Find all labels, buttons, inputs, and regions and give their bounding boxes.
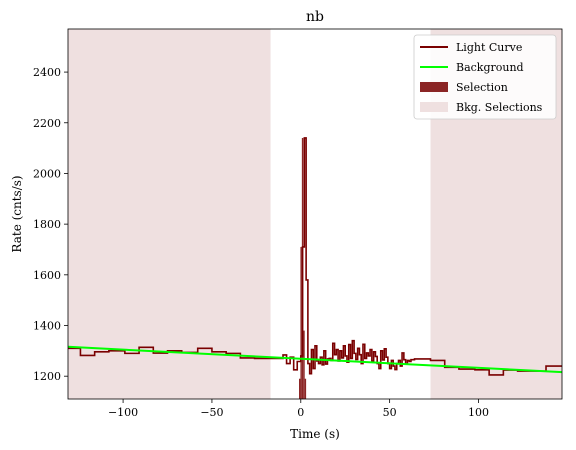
legend-swatch-selection (420, 82, 448, 92)
x-tick-label-1: −50 (200, 406, 223, 419)
x-axis-ticks: −100 −50 0 50 100 (108, 399, 489, 419)
chart-title: nb (306, 9, 324, 25)
y-tick-label-3: 1800 (33, 218, 61, 231)
selection-bar-0 (299, 378, 301, 399)
y-tick-label-6: 2400 (33, 66, 61, 79)
legend-box (413, 34, 557, 120)
y-axis-label: Rate (cnts/s) (10, 175, 24, 252)
x-tick-label-2: 0 (297, 406, 304, 419)
selection-bar-4 (304, 378, 307, 399)
legend-label-selection: Selection (456, 81, 508, 94)
x-tick-label-0: −100 (108, 406, 138, 419)
light-curve-line (68, 137, 562, 376)
selection-bar-1 (300, 246, 302, 399)
legend: Light Curve Background Selection Bkg. Selec… (413, 34, 557, 120)
background-line (67, 345, 563, 374)
y-tick-label-2: 1600 (33, 269, 61, 282)
y-tick-label-1: 1400 (33, 320, 61, 333)
legend-label-background: Background (456, 61, 524, 74)
plot-frame (67, 28, 563, 400)
light-curve-series (68, 137, 562, 376)
legend-label-bkg_selection: Bkg. Selections (456, 101, 543, 114)
y-axis-ticks: 1200 1400 1600 1800 2000 2200 2400 (33, 66, 68, 383)
background-series (67, 345, 563, 374)
bkg-selection-region-0 (68, 29, 271, 399)
y-tick-label-0: 1200 (33, 370, 61, 383)
y-tick-label-4: 2000 (33, 167, 61, 180)
legend-swatch-bkg_selection (420, 102, 448, 112)
x-tick-label-3: 50 (383, 406, 397, 419)
y-tick-label-5: 2200 (33, 117, 61, 130)
selection-bar-3 (303, 330, 305, 399)
x-tick-label-4: 100 (468, 406, 489, 419)
legend-label-light_curve: Light Curve (456, 41, 522, 54)
x-axis-label: Time (s) (290, 427, 340, 441)
